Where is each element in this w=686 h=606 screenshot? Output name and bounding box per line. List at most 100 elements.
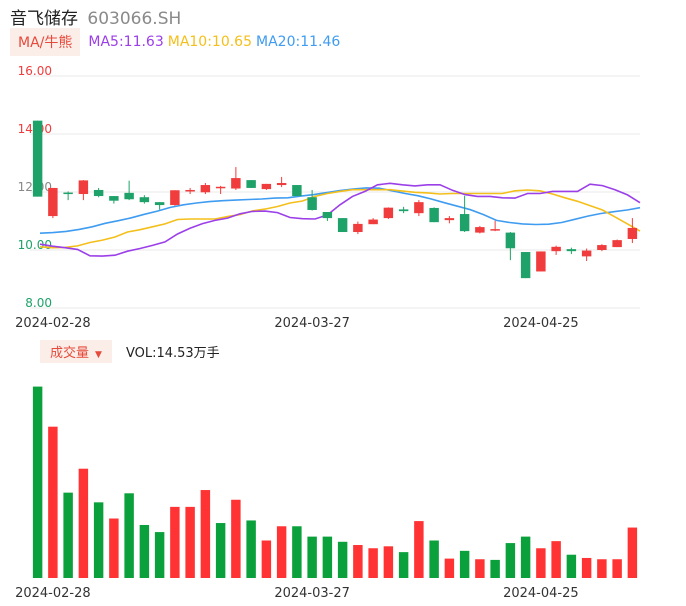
volume-bar [398,552,409,578]
candle-body [459,214,470,232]
candle-body [154,202,165,206]
volume-bar [48,426,58,578]
stock-header: 音飞储存 603066.SH [10,4,181,29]
candle-body [307,197,317,210]
candle-body [627,227,638,239]
volume-bar [215,523,226,578]
volume-bar [170,506,180,578]
candle-body [383,207,394,219]
volume-bar [459,550,470,578]
candle-body [475,227,485,233]
ma10-line [39,188,641,249]
volume-bar [612,559,622,578]
candle-body [368,219,378,225]
volume-bar [124,493,134,578]
x-tick-label: 2024-02-28 [15,316,91,331]
candle-body [353,223,363,233]
stock-name: 音飞储存 [10,9,78,29]
volume-bar [154,532,165,578]
candle-body [414,202,424,214]
volume-bar [627,527,638,578]
volume-bar [32,386,43,578]
candle-body [398,209,409,212]
volume-bar [139,524,150,578]
volume-bar [429,540,439,578]
candle-body [124,192,134,200]
y-tick-label: 8.00 [25,296,52,310]
volume-bar [246,520,256,578]
candle-body [78,180,89,195]
candle-body [520,252,531,279]
candle-body [536,251,546,272]
ma5-value: MA5:11.63 [88,34,164,50]
candle-body [63,192,73,195]
volume-bar [597,559,607,578]
volume-bar [78,468,89,578]
candle-body [581,250,592,257]
volume-bar [368,548,378,578]
volume-bar [109,518,119,578]
volume-bar [337,541,348,578]
candle-body [337,218,348,233]
volume-bar [505,543,516,578]
volume-bar [536,548,546,578]
candle-body [231,178,241,189]
candle-body [429,207,439,223]
candle-body [322,212,333,219]
volume-bar [414,521,424,578]
candle-body [444,218,455,221]
ma-indicator-tag[interactable]: MA/牛熊 [10,28,81,56]
candle-body [109,196,119,201]
candle-body [292,185,302,197]
volume-tag-label: 成交量 [50,345,90,361]
volume-bar [566,554,577,578]
candle-body [597,245,607,250]
candle-body [261,183,272,190]
y-tick-label: 16.00 [18,64,52,78]
candle-body [48,187,58,217]
candle-body [139,197,150,203]
candle-body [32,120,43,197]
volume-bar [261,540,272,578]
volume-bar [200,490,211,578]
ma20-value: MA20:11.46 [256,34,341,50]
volume-x-tick-label: 2024-04-25 [503,586,579,601]
ma10-value: MA10:10.65 [167,34,253,50]
volume-bar [520,536,531,578]
volume-indicator-dropdown[interactable]: 成交量 ▼ [40,339,112,363]
ma-legend: MA/牛熊 MA5:11.63 MA10:10.65 MA20:11.46 [10,28,344,56]
y-tick-label: 10.00 [18,238,52,252]
ma20-line [39,187,641,234]
candle-body [566,249,577,252]
volume-bar [383,546,394,578]
chevron-down-icon: ▼ [95,349,102,360]
volume-bar [307,536,317,578]
candle-body [551,246,561,252]
volume-bar [231,499,241,578]
volume-value: VOL:14.53万手 [125,345,220,361]
volume-x-tick-label: 2024-02-28 [15,586,91,601]
candle-body [185,189,195,192]
volume-bar [185,506,195,578]
x-tick-label: 2024-04-25 [503,316,579,331]
candle-body [490,229,500,231]
candle-body [505,232,516,249]
volume-bar [444,558,455,578]
candle-body [170,190,180,206]
candle-body [93,189,104,197]
x-tick-label: 2024-03-27 [274,316,350,331]
volume-x-tick-label: 2024-03-27 [274,586,350,601]
volume-bar [292,526,302,578]
candle-body [246,180,256,188]
volume-bar [581,557,592,578]
ma5-line [39,182,641,257]
volume-bar [475,559,485,578]
candle-body [276,183,287,186]
volume-bar [353,545,363,578]
volume-bar [93,502,104,578]
volume-bar [551,541,561,578]
volume-bar [490,559,500,578]
volume-bar [276,526,287,578]
stock-code: 603066.SH [87,9,182,29]
